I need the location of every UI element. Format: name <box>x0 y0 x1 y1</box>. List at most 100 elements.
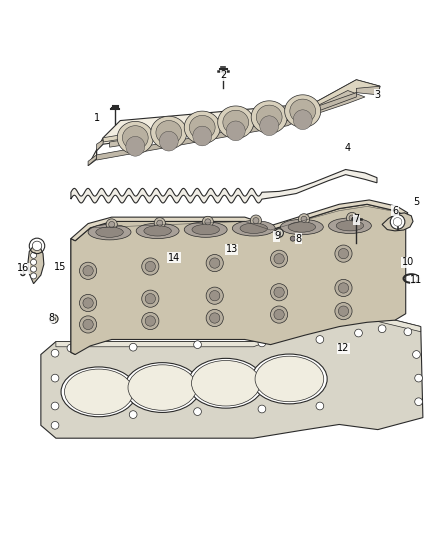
Ellipse shape <box>96 227 123 237</box>
Polygon shape <box>71 169 377 203</box>
Polygon shape <box>151 116 187 149</box>
Text: 15: 15 <box>54 262 67 271</box>
Ellipse shape <box>188 358 264 408</box>
Circle shape <box>109 221 115 228</box>
Circle shape <box>298 214 310 225</box>
Circle shape <box>80 262 97 279</box>
Polygon shape <box>223 110 249 134</box>
Circle shape <box>271 250 288 268</box>
Circle shape <box>67 344 75 352</box>
Circle shape <box>335 245 352 262</box>
Polygon shape <box>251 101 287 133</box>
Circle shape <box>209 313 220 323</box>
Circle shape <box>404 328 412 336</box>
Polygon shape <box>88 80 380 166</box>
Circle shape <box>32 241 42 251</box>
Polygon shape <box>126 136 145 156</box>
Circle shape <box>31 252 37 259</box>
Circle shape <box>83 298 93 308</box>
Polygon shape <box>88 140 103 166</box>
Circle shape <box>271 284 288 301</box>
Text: 7: 7 <box>353 214 360 224</box>
Polygon shape <box>193 126 212 146</box>
Circle shape <box>145 294 155 304</box>
Text: 9: 9 <box>274 231 280 241</box>
Circle shape <box>209 290 220 301</box>
Circle shape <box>202 216 213 228</box>
Polygon shape <box>226 121 245 141</box>
Circle shape <box>349 215 355 221</box>
Ellipse shape <box>64 369 133 415</box>
Ellipse shape <box>191 360 260 406</box>
Circle shape <box>338 306 349 316</box>
Circle shape <box>415 374 423 382</box>
Ellipse shape <box>192 224 219 235</box>
Circle shape <box>83 319 93 329</box>
Circle shape <box>80 294 97 312</box>
Circle shape <box>258 339 266 347</box>
Ellipse shape <box>136 223 179 239</box>
Circle shape <box>49 314 58 323</box>
Polygon shape <box>97 93 357 160</box>
Circle shape <box>206 310 223 327</box>
Polygon shape <box>117 122 153 154</box>
Polygon shape <box>260 116 279 135</box>
Polygon shape <box>110 91 365 147</box>
Text: 8: 8 <box>295 233 301 244</box>
Circle shape <box>209 258 220 268</box>
Polygon shape <box>71 200 408 241</box>
Circle shape <box>316 336 324 343</box>
Circle shape <box>413 351 420 358</box>
Text: 11: 11 <box>410 275 423 285</box>
Circle shape <box>80 316 97 333</box>
Text: 1: 1 <box>94 114 100 124</box>
Text: 12: 12 <box>337 343 350 353</box>
Circle shape <box>390 215 405 229</box>
Circle shape <box>206 254 223 272</box>
Text: 10: 10 <box>402 257 414 267</box>
Polygon shape <box>256 105 282 129</box>
Circle shape <box>142 290 159 308</box>
Circle shape <box>277 231 281 235</box>
Circle shape <box>275 229 283 237</box>
Circle shape <box>274 310 284 320</box>
Ellipse shape <box>280 219 323 235</box>
Polygon shape <box>293 110 312 130</box>
Polygon shape <box>123 126 148 150</box>
Circle shape <box>274 287 284 297</box>
Ellipse shape <box>328 218 371 233</box>
Circle shape <box>253 217 259 223</box>
Polygon shape <box>71 204 406 354</box>
Polygon shape <box>159 131 178 151</box>
Circle shape <box>290 236 295 241</box>
Circle shape <box>157 220 163 226</box>
Ellipse shape <box>232 221 275 236</box>
Circle shape <box>83 265 93 276</box>
Ellipse shape <box>184 222 227 237</box>
Circle shape <box>106 219 117 230</box>
Text: 5: 5 <box>413 197 420 207</box>
Ellipse shape <box>124 362 200 413</box>
Circle shape <box>51 349 59 357</box>
Circle shape <box>338 248 349 259</box>
Text: 4: 4 <box>345 143 351 154</box>
Polygon shape <box>218 106 254 139</box>
Circle shape <box>316 402 324 410</box>
Text: 6: 6 <box>392 206 398 216</box>
Ellipse shape <box>255 356 324 402</box>
Ellipse shape <box>251 354 327 404</box>
Circle shape <box>51 374 59 382</box>
Circle shape <box>415 398 423 406</box>
Circle shape <box>51 402 59 410</box>
Circle shape <box>194 408 201 415</box>
Polygon shape <box>189 116 215 140</box>
Circle shape <box>335 279 352 296</box>
Circle shape <box>145 261 155 272</box>
Polygon shape <box>71 239 75 354</box>
Polygon shape <box>103 80 380 142</box>
Circle shape <box>142 258 159 275</box>
Text: 2: 2 <box>220 70 226 80</box>
Polygon shape <box>184 111 220 144</box>
Circle shape <box>154 217 166 229</box>
Circle shape <box>251 215 261 226</box>
